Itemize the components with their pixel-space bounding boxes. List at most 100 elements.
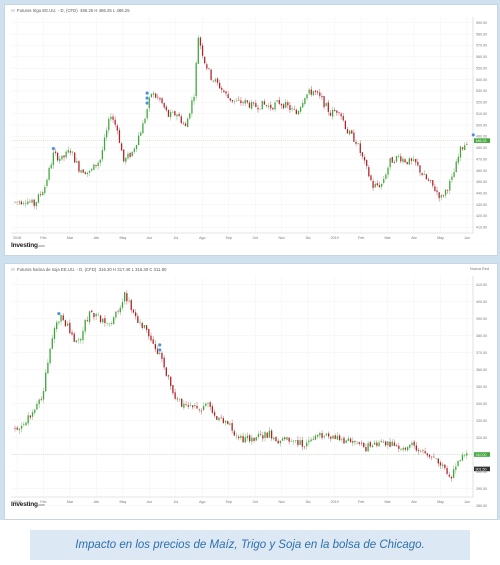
candle-body bbox=[374, 442, 376, 445]
candle-body bbox=[461, 454, 464, 461]
candle-body bbox=[104, 318, 106, 323]
x-tick-label: Abr bbox=[94, 236, 100, 240]
candle-body bbox=[284, 437, 286, 440]
y-tick-label: 370.00 bbox=[476, 351, 487, 355]
candle-body bbox=[99, 159, 101, 163]
candle-body bbox=[358, 442, 360, 444]
candle-body bbox=[246, 100, 248, 103]
candle-body bbox=[62, 315, 64, 321]
candle-body bbox=[51, 338, 53, 349]
candle-body bbox=[344, 120, 347, 129]
caption-box: Impacto en los precios de Maíz, Trigo y … bbox=[30, 530, 470, 560]
candle-body bbox=[76, 161, 78, 163]
candle-body bbox=[45, 372, 47, 392]
candle-body bbox=[404, 447, 407, 450]
soymeal-chart-header: Futuros harina de soja EE.UU. - D, (CFD)… bbox=[11, 267, 166, 272]
candle-body bbox=[114, 119, 116, 125]
candle-body bbox=[119, 307, 121, 313]
candle-body bbox=[142, 123, 144, 134]
x-tick-label: Dic bbox=[306, 500, 311, 504]
candle-body bbox=[59, 158, 61, 162]
candle-body bbox=[288, 437, 290, 442]
candle-body bbox=[145, 325, 148, 330]
candle-body bbox=[58, 321, 60, 323]
candle-body bbox=[453, 172, 455, 178]
event-marker bbox=[145, 101, 150, 106]
candle-body bbox=[60, 315, 62, 322]
candle-body bbox=[406, 161, 408, 165]
candle-body bbox=[308, 89, 310, 94]
candle-body bbox=[236, 100, 238, 102]
candle-body bbox=[270, 104, 272, 109]
candle-body bbox=[280, 104, 283, 106]
candle-body bbox=[442, 464, 444, 466]
candle-body bbox=[302, 102, 304, 108]
candle-body bbox=[141, 323, 143, 328]
y-tick-label: 320.00 bbox=[476, 436, 487, 440]
candle-body bbox=[372, 180, 374, 188]
candle-body bbox=[218, 82, 221, 89]
candle-body bbox=[159, 97, 161, 100]
candle-body bbox=[327, 433, 330, 437]
candle-body bbox=[167, 109, 170, 117]
candle-body bbox=[319, 432, 321, 436]
candle-body bbox=[240, 100, 242, 104]
candle-body bbox=[216, 416, 218, 420]
candle-body bbox=[238, 436, 240, 439]
x-tick-label: Jul bbox=[174, 236, 179, 240]
candle-body bbox=[84, 172, 86, 175]
investing-logo: Investing.com bbox=[11, 501, 45, 508]
candle-body bbox=[249, 435, 251, 442]
candle-body bbox=[378, 185, 381, 188]
candle-body bbox=[197, 37, 199, 64]
candle-body bbox=[16, 201, 18, 203]
candle-body bbox=[95, 165, 97, 167]
candle-body bbox=[369, 442, 371, 447]
candle-body bbox=[435, 458, 437, 459]
candle-body bbox=[23, 424, 25, 425]
candle-body bbox=[91, 168, 93, 171]
x-tick-label: Jun bbox=[464, 236, 470, 240]
candle-body bbox=[69, 151, 72, 153]
event-marker bbox=[157, 342, 162, 347]
candle-body bbox=[53, 328, 56, 339]
candle-body bbox=[120, 143, 123, 151]
candle-body bbox=[36, 403, 38, 410]
candle-body bbox=[270, 430, 273, 439]
candle-body bbox=[231, 100, 234, 102]
candle-body bbox=[357, 143, 359, 145]
candle-body bbox=[75, 340, 78, 343]
candle-body bbox=[44, 187, 46, 194]
candle-body bbox=[319, 92, 321, 96]
candle-body bbox=[140, 132, 142, 136]
candle-body bbox=[450, 476, 453, 479]
candle-body bbox=[223, 90, 225, 93]
candle-body bbox=[71, 332, 73, 335]
candle-body bbox=[39, 194, 42, 195]
candle-body bbox=[91, 310, 93, 313]
candle-body bbox=[159, 352, 161, 354]
candle-body bbox=[370, 175, 372, 181]
candle-body bbox=[49, 348, 51, 364]
candle-body bbox=[452, 469, 455, 478]
candle-body bbox=[340, 113, 342, 117]
y-tick-label: 580.00 bbox=[476, 32, 487, 36]
candle-body bbox=[148, 329, 150, 337]
candle-body bbox=[29, 415, 32, 418]
candle-body bbox=[118, 130, 121, 143]
candle-body bbox=[93, 164, 95, 170]
candle-body bbox=[424, 451, 426, 454]
candle-body bbox=[463, 454, 466, 456]
candle-body bbox=[154, 344, 157, 350]
candle-body bbox=[402, 447, 404, 450]
candle-body bbox=[299, 107, 302, 112]
candle-body bbox=[295, 109, 297, 115]
candle-body bbox=[182, 123, 185, 125]
candle-body bbox=[213, 412, 216, 416]
candle-body bbox=[97, 162, 99, 167]
candle-body bbox=[134, 312, 137, 317]
candle-body bbox=[317, 434, 319, 437]
candle-body bbox=[231, 423, 233, 431]
candle-body bbox=[42, 391, 45, 400]
candle-body bbox=[181, 398, 183, 407]
